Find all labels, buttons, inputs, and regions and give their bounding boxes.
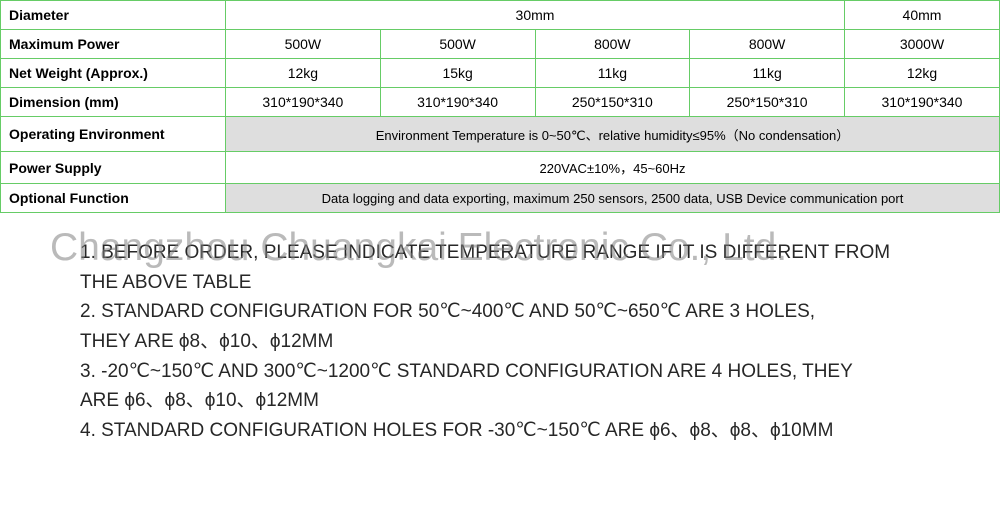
table-row-power-supply: Power Supply 220VAC±10%，45~60Hz [1, 152, 1000, 184]
row-header-dimension: Dimension (mm) [1, 88, 226, 117]
net-weight-c1: 12kg [226, 59, 381, 88]
net-weight-c2: 15kg [380, 59, 535, 88]
net-weight-c3: 11kg [535, 59, 690, 88]
dimension-c1: 310*190*340 [226, 88, 381, 117]
max-power-c4: 800W [690, 30, 845, 59]
note-3-line-a: 3. -20℃~150℃ AND 300℃~1200℃ STANDARD CON… [80, 358, 940, 386]
dimension-c5: 310*190*340 [845, 88, 1000, 117]
net-weight-c4: 11kg [690, 59, 845, 88]
operating-env-value: Environment Temperature is 0~50℃、relativ… [226, 117, 1000, 152]
max-power-c3: 800W [535, 30, 690, 59]
note-2-line-a: 2. STANDARD CONFIGURATION FOR 50℃~400℃ A… [80, 298, 940, 326]
note-4: 4. STANDARD CONFIGURATION HOLES FOR -30℃… [80, 417, 940, 445]
diameter-span-b: 40mm [845, 1, 1000, 30]
table-row-max-power: Maximum Power 500W 500W 800W 800W 3000W [1, 30, 1000, 59]
note-2-line-b: THEY ARE ϕ8、ϕ10、ϕ12MM [80, 328, 940, 356]
note-1-line-b: THE ABOVE TABLE [80, 269, 940, 297]
max-power-c5: 3000W [845, 30, 1000, 59]
row-header-operating-env: Operating Environment [1, 117, 226, 152]
row-header-net-weight: Net Weight (Approx.) [1, 59, 226, 88]
dimension-c3: 250*150*310 [535, 88, 690, 117]
spec-table: Diameter 30mm 40mm Maximum Power 500W 50… [0, 0, 1000, 213]
row-header-max-power: Maximum Power [1, 30, 226, 59]
dimension-c4: 250*150*310 [690, 88, 845, 117]
table-row-optional-function: Optional Function Data logging and data … [1, 184, 1000, 213]
dimension-c2: 310*190*340 [380, 88, 535, 117]
diameter-span-a: 30mm [226, 1, 845, 30]
max-power-c2: 500W [380, 30, 535, 59]
optional-function-value: Data logging and data exporting, maximum… [226, 184, 1000, 213]
table-row-net-weight: Net Weight (Approx.) 12kg 15kg 11kg 11kg… [1, 59, 1000, 88]
notes-block: 1. BEFORE ORDER, PLEASE INDICATE TEMPERA… [80, 239, 940, 444]
row-header-power-supply: Power Supply [1, 152, 226, 184]
table-row-dimension: Dimension (mm) 310*190*340 310*190*340 2… [1, 88, 1000, 117]
row-header-optional-function: Optional Function [1, 184, 226, 213]
note-3-line-b: ARE ϕ6、ϕ8、ϕ10、ϕ12MM [80, 387, 940, 415]
max-power-c1: 500W [226, 30, 381, 59]
note-1-line-a: 1. BEFORE ORDER, PLEASE INDICATE TEMPERA… [80, 239, 940, 267]
table-row-operating-env: Operating Environment Environment Temper… [1, 117, 1000, 152]
net-weight-c5: 12kg [845, 59, 1000, 88]
power-supply-value: 220VAC±10%，45~60Hz [226, 152, 1000, 184]
row-header-diameter: Diameter [1, 1, 226, 30]
table-row-diameter: Diameter 30mm 40mm [1, 1, 1000, 30]
